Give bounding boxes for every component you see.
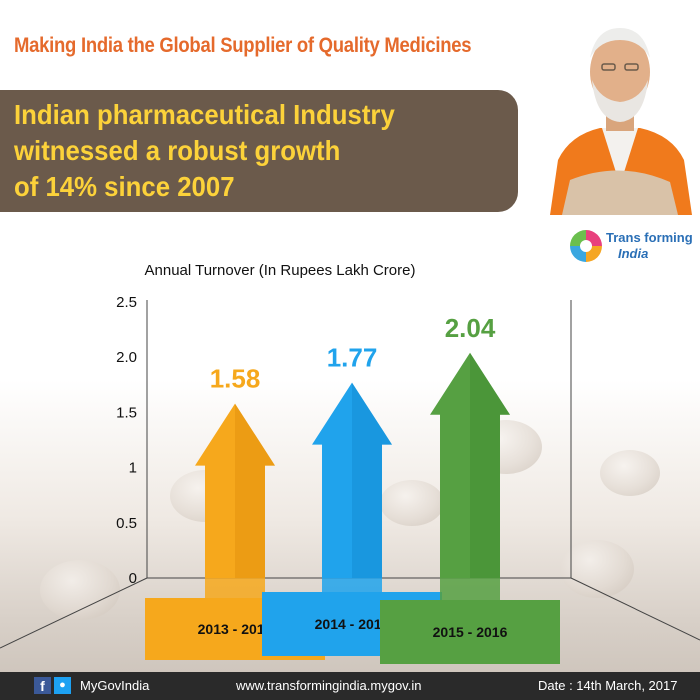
headline-banner: Indian pharmaceutical Industry witnessed… (0, 90, 518, 212)
floor-left-line (0, 577, 148, 649)
bar-shade (352, 382, 392, 578)
x-tick-label: 2015 - 2016 (433, 624, 508, 640)
y-tick-label: 0.5 (116, 515, 137, 532)
data-label: 1.58 (210, 364, 261, 394)
pill-decoration (600, 450, 660, 496)
y-tick-group: 0 0.5 1 1.5 2.0 2.5 (116, 294, 137, 587)
portrait-image (540, 10, 700, 215)
y-tick-label: 0 (129, 570, 137, 587)
bar-1 (195, 403, 275, 578)
pill-decoration (380, 480, 444, 526)
footer-date: Date : 14th March, 2017 (538, 678, 678, 693)
bar-group: 1.58 2013 - 2014 1.77 2014 - 2015 2.04 2015 -… (145, 313, 560, 664)
y-tick-label: 1.5 (116, 404, 137, 421)
footer-brand[interactable]: MyGovIndia (80, 678, 150, 693)
y-tick-label: 2.0 (116, 349, 137, 366)
bar-shade (235, 403, 275, 578)
banner-line-2: witnessed a robust growth (14, 135, 341, 166)
x-tick-label: 2014 - 2015 (315, 616, 390, 632)
twitter-icon[interactable]: ● (54, 677, 71, 694)
bar-base (440, 578, 500, 604)
banner-line-3: of 14% since 2007 (14, 171, 235, 202)
bar-2 (312, 382, 392, 578)
data-label: 2.04 (445, 313, 496, 343)
bar-3 (430, 352, 510, 578)
banner-line-1: Indian pharmaceutical Industry (14, 99, 395, 130)
y-tick-label: 1 (129, 460, 137, 477)
bar-base (322, 578, 382, 596)
y-tick-label: 2.5 (116, 294, 137, 311)
footer-url[interactable]: www.transformingindia.mygov.in (236, 678, 422, 693)
footer-bar: f ● MyGovIndia www.transformingindia.myg… (0, 672, 700, 700)
pill-decoration (560, 540, 634, 598)
category-plate (380, 600, 560, 664)
page-tagline: Making India the Global Supplier of Qual… (14, 34, 472, 57)
data-label: 1.77 (327, 343, 378, 373)
bar-shade (470, 352, 510, 578)
logo-text-line1: Trans forming (606, 230, 693, 245)
transforming-india-logo: Trans forming India (568, 226, 693, 266)
logo-text-line2: India (618, 246, 649, 261)
x-tick-label: 2013 - 2014 (198, 621, 273, 637)
facebook-icon[interactable]: f (34, 677, 51, 694)
floor-right-line (570, 577, 700, 641)
chart-title: Annual Turnover (In Rupees Lakh Crore) (144, 262, 416, 279)
